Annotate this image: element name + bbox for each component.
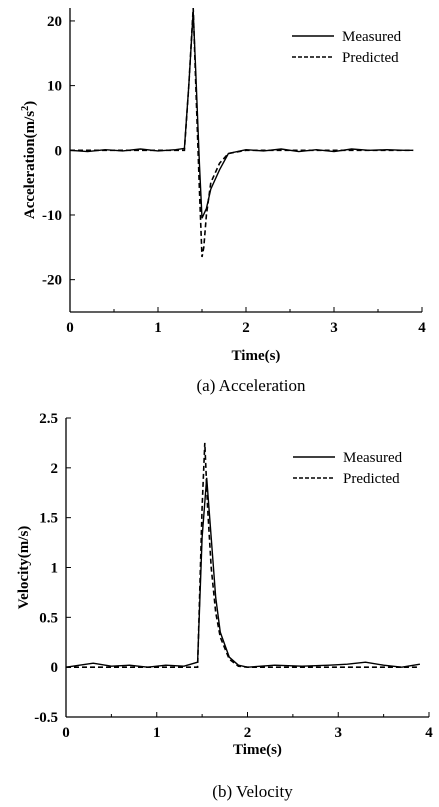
legend-label-predicted: Predicted [342,50,399,66]
y-tick-label: -20 [42,273,62,289]
y-tick-label: -0.5 [34,710,58,726]
legend-label-predicted: Predicted [343,471,400,487]
y-tick-label: 20 [47,14,62,30]
y-axis-label: Velocity(m/s) [16,526,32,610]
x-tick-label: 2 [244,725,252,741]
legend-label-measured: Measured [343,450,403,466]
y-tick-label: 2.5 [39,411,58,427]
x-tick-label: 4 [425,725,433,741]
y-tick-label: 0.5 [39,610,58,626]
y-tick-label: 2 [51,461,59,477]
y-axis-label-main: Acceleration(m/s [22,111,38,219]
y-axis-label-tail: ) [22,101,38,106]
y-tick-label: 0 [55,143,63,159]
figure-caption: (a) Acceleration [196,376,306,395]
x-axis-label: Time(s) [233,742,282,758]
y-tick-label: 0 [51,660,59,676]
x-tick-label: 3 [335,725,343,741]
x-axis-label: Time(s) [232,348,281,364]
y-tick-label: 1.5 [39,511,58,527]
x-tick-label: 2 [242,320,250,336]
series-line-measured [65,477,421,668]
x-tick-label: 1 [153,725,161,741]
x-tick-label: 0 [66,320,74,336]
x-tick-label: 4 [418,320,426,336]
series-line-predicted [70,7,414,258]
legend-label-measured: Measured [342,29,402,45]
chart-panel-acceleration: 0 1 2 3 420100-10-20Time(s)Acceleration(m/s2… [20,7,426,395]
x-tick-label: 3 [330,320,338,336]
y-tick-label: 1 [51,561,59,577]
y-axis-label-superscript: 2 [20,106,31,111]
figure-caption: (b) Velocity [212,782,293,801]
series-line-predicted [66,442,420,669]
chart-panel-velocity: 0 1 2 3 42.521.510.50-0.5Time(s)Velocity(m/s… [16,411,433,801]
y-tick-label: -10 [42,208,62,224]
x-tick-label: 0 [62,725,70,741]
y-axis-label: Acceleration(m/s2) [20,101,38,219]
y-axis-label-main: Velocity(m/s) [16,526,32,610]
y-tick-label: 10 [47,79,62,95]
x-tick-label: 1 [154,320,162,336]
